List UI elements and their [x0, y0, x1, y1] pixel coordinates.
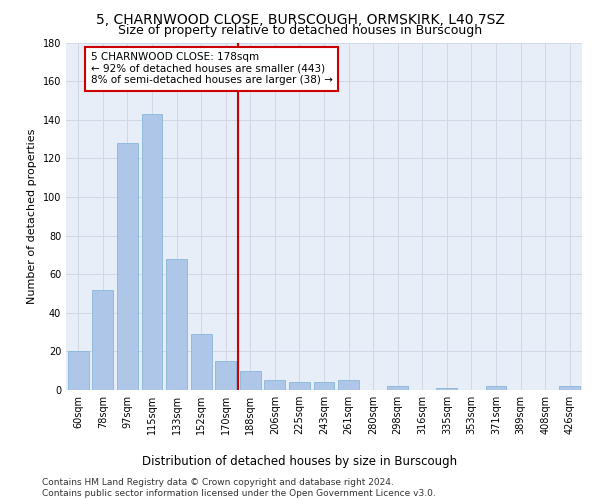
Bar: [166, 258, 187, 390]
Bar: [117, 143, 138, 390]
Bar: [68, 352, 89, 390]
Bar: [191, 334, 212, 390]
Bar: [314, 382, 334, 390]
Bar: [436, 388, 457, 390]
Bar: [485, 386, 506, 390]
Y-axis label: Number of detached properties: Number of detached properties: [27, 128, 37, 304]
Text: 5, CHARNWOOD CLOSE, BURSCOUGH, ORMSKIRK, L40 7SZ: 5, CHARNWOOD CLOSE, BURSCOUGH, ORMSKIRK,…: [95, 12, 505, 26]
Bar: [338, 380, 359, 390]
Bar: [265, 380, 286, 390]
Text: 5 CHARNWOOD CLOSE: 178sqm
← 92% of detached houses are smaller (443)
8% of semi-: 5 CHARNWOOD CLOSE: 178sqm ← 92% of detac…: [91, 52, 332, 86]
Text: Distribution of detached houses by size in Burscough: Distribution of detached houses by size …: [142, 454, 458, 468]
Bar: [92, 290, 113, 390]
Bar: [387, 386, 408, 390]
Bar: [215, 361, 236, 390]
Bar: [142, 114, 163, 390]
Bar: [559, 386, 580, 390]
Bar: [240, 370, 261, 390]
Bar: [289, 382, 310, 390]
Text: Size of property relative to detached houses in Burscough: Size of property relative to detached ho…: [118, 24, 482, 37]
Text: Contains HM Land Registry data © Crown copyright and database right 2024.
Contai: Contains HM Land Registry data © Crown c…: [42, 478, 436, 498]
